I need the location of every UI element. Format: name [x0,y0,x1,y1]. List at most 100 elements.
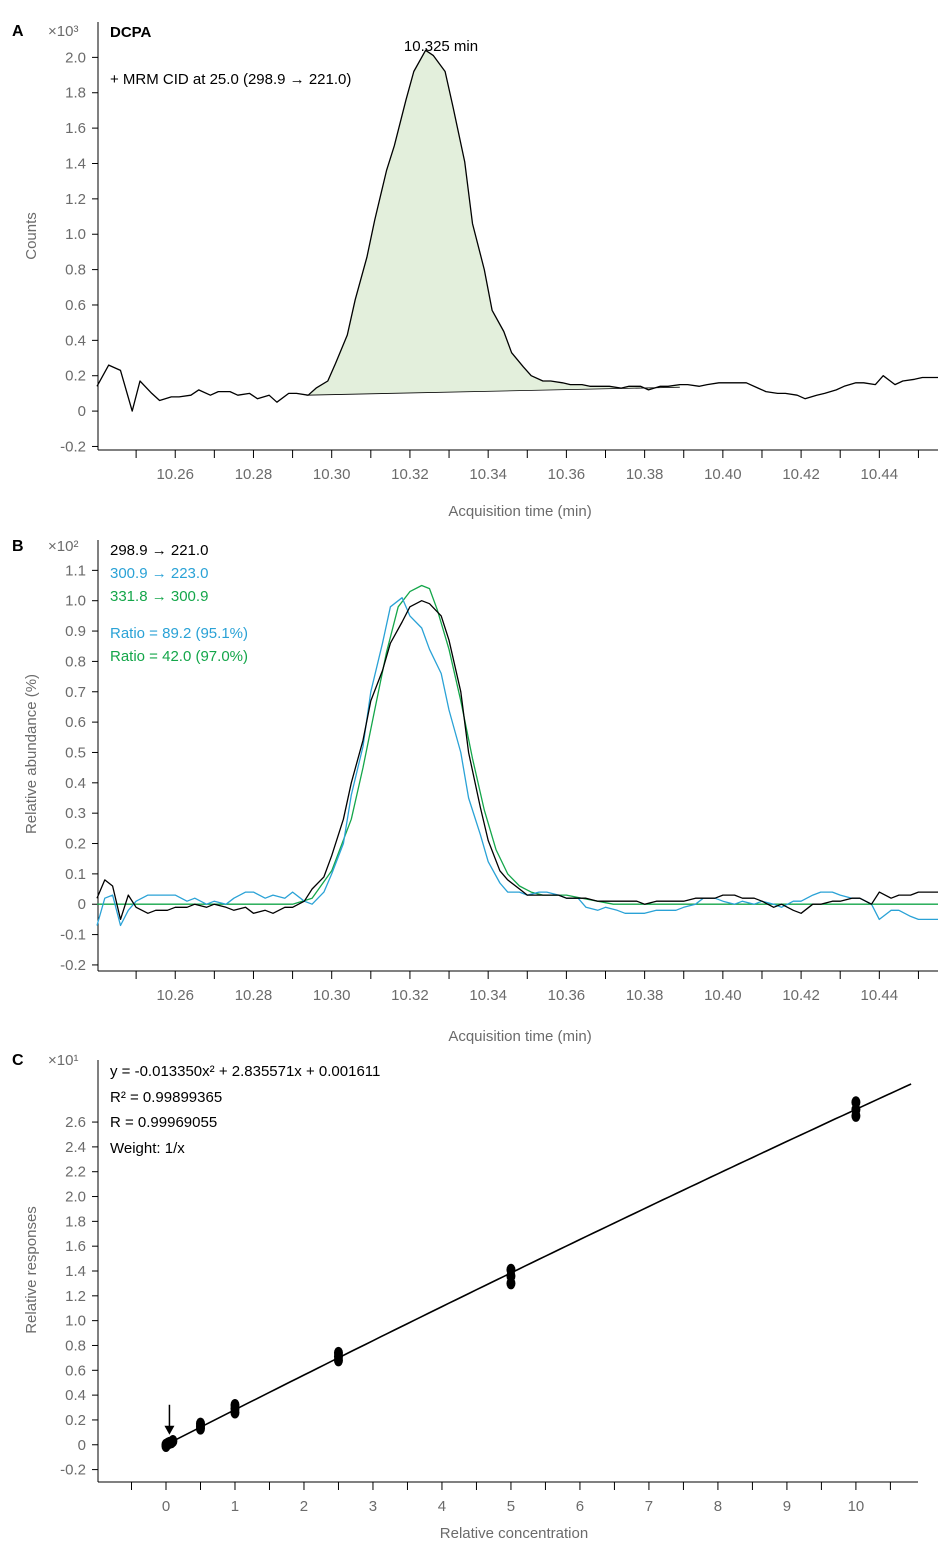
y-tick-label: 0.2 [65,836,86,853]
y-tick-label: 2.0 [65,1189,86,1206]
x-tick-label: 10.40 [704,987,742,1004]
y-tick-label: 0.4 [65,332,86,349]
panel-letter-c: C [12,1052,24,1069]
x-tick-label: 10.28 [235,466,273,483]
panel-b-qualifier-ions: B ×10² 298.9 → 221.0 300.9 → 223.0 331.8… [12,538,938,1045]
y-tick-label: 0.6 [65,714,86,731]
y-tick-label: 1.1 [65,562,86,579]
x-tick-label: 10.42 [782,466,820,483]
x-tick-label: 10.32 [391,466,429,483]
y-tick-label: 1.0 [65,1313,86,1330]
y-tick-label: 1.6 [65,1238,86,1255]
calibration-r: R = 0.99969055 [110,1114,217,1131]
x-tick-label: 10.28 [235,987,273,1004]
y-tick-label: 1.2 [65,1288,86,1305]
ratio-label-blue: Ratio = 89.2 (95.1%) [110,625,248,642]
panel-a-chromatogram: A ×10³ DCPA + MRM CID at 25.0 (298.9 → 2… [12,22,938,520]
y-tick-label: 1.8 [65,85,86,102]
ion-trace-1 [96,600,938,921]
panel-b-multiplier: ×10² [48,538,78,555]
x-tick-label: 8 [714,1498,722,1515]
integration-baseline [306,386,680,396]
y-tick-label: 1.4 [65,1263,86,1280]
y-tick-label: 0.9 [65,623,86,640]
x-tick-label: 10.34 [469,466,507,483]
y-tick-label: 0.7 [65,684,86,701]
y-tick-label: 2.4 [65,1139,86,1156]
x-tick-label: 10.38 [626,987,664,1004]
panel-c-calibration: C ×10¹ y = -0.013350x² + 2.835571x + 0.0… [12,1052,918,1542]
y-tick-label: 0.2 [65,1412,86,1429]
y-tick-label: 1.6 [65,120,86,137]
x-tick-label: 10.30 [313,987,351,1004]
lowest-level-arrow-head [164,1425,175,1435]
x-tick-label: 10.40 [704,466,742,483]
ratio-label-green: Ratio = 42.0 (97.0%) [110,648,248,665]
y-tick-label: 0.4 [65,775,86,792]
x-tick-label: 10.42 [782,987,820,1004]
y-tick-label: 0.6 [65,297,86,314]
y-tick-label: -0.2 [60,957,86,974]
x-tick-label: 10.32 [391,987,429,1004]
y-tick-label: 0.8 [65,653,86,670]
panel-a-subtitle: + MRM CID at 25.0 (298.9 → 221.0) [110,71,351,88]
x-tick-label: 0 [162,1498,170,1515]
panel-b-xlabel: Acquisition time (min) [448,1028,591,1045]
y-tick-label: 1.8 [65,1213,86,1230]
y-tick-label: 0 [78,1437,86,1454]
panel-a-ylabel: Counts [23,212,40,260]
y-tick-label: 0.8 [65,1337,86,1354]
x-tick-label: 10.36 [548,466,586,483]
y-tick-label: 1.0 [65,226,86,243]
y-tick-label: 1.4 [65,155,86,172]
calibration-point [851,1096,861,1109]
panel-letter-b: B [12,538,24,555]
x-tick-label: 10.34 [469,987,507,1004]
y-tick-label: 0.1 [65,866,86,883]
x-tick-label: 10.38 [626,466,664,483]
legend-item-298-221: 298.9 → 221.0 [110,542,208,559]
panel-letter-a: A [12,23,24,40]
y-tick-label: 0.3 [65,805,86,822]
x-tick-label: 10 [848,1498,865,1515]
y-tick-label: 0 [78,403,86,420]
x-tick-label: 1 [231,1498,239,1515]
calibration-point [167,1436,177,1449]
y-tick-label: 0.4 [65,1387,86,1404]
calibration-point [195,1417,205,1430]
y-tick-label: 0.8 [65,262,86,279]
y-tick-label: 2.2 [65,1164,86,1181]
y-tick-label: 2.0 [65,49,86,66]
x-tick-label: 2 [300,1498,308,1515]
y-tick-label: 2.6 [65,1114,86,1131]
panel-c-multiplier: ×10¹ [48,1052,78,1069]
x-tick-label: 6 [576,1498,584,1515]
panel-a-xlabel: Acquisition time (min) [448,503,591,520]
y-tick-label: 0.6 [65,1362,86,1379]
y-tick-label: 0 [78,896,86,913]
calibration-weight: Weight: 1/x [110,1140,185,1157]
x-tick-label: 10.44 [861,466,899,483]
x-tick-label: 7 [645,1498,653,1515]
calibration-point [230,1399,240,1412]
y-tick-label: -0.1 [60,927,86,944]
ion-trace-2 [96,597,938,927]
x-tick-label: 10.36 [548,987,586,1004]
x-tick-label: 3 [369,1498,377,1515]
y-tick-label: 1.0 [65,593,86,610]
x-tick-label: 10.26 [156,466,194,483]
integrated-peak-area [306,50,680,396]
panel-a-multiplier: ×10³ [48,23,78,40]
calibration-equation: y = -0.013350x² + 2.835571x + 0.001611 [110,1063,380,1080]
x-tick-label: 10.44 [861,987,899,1004]
x-tick-label: 9 [783,1498,791,1515]
calibration-point [333,1346,343,1359]
y-tick-label: 0.5 [65,744,86,761]
legend-item-331-300: 331.8 → 300.9 [110,588,208,605]
x-tick-label: 10.26 [156,987,194,1004]
panel-a-title: DCPA [110,24,152,41]
panel-c-xlabel: Relative concentration [440,1525,588,1542]
x-tick-label: 4 [438,1498,446,1515]
legend-item-300-223: 300.9 → 223.0 [110,565,208,582]
